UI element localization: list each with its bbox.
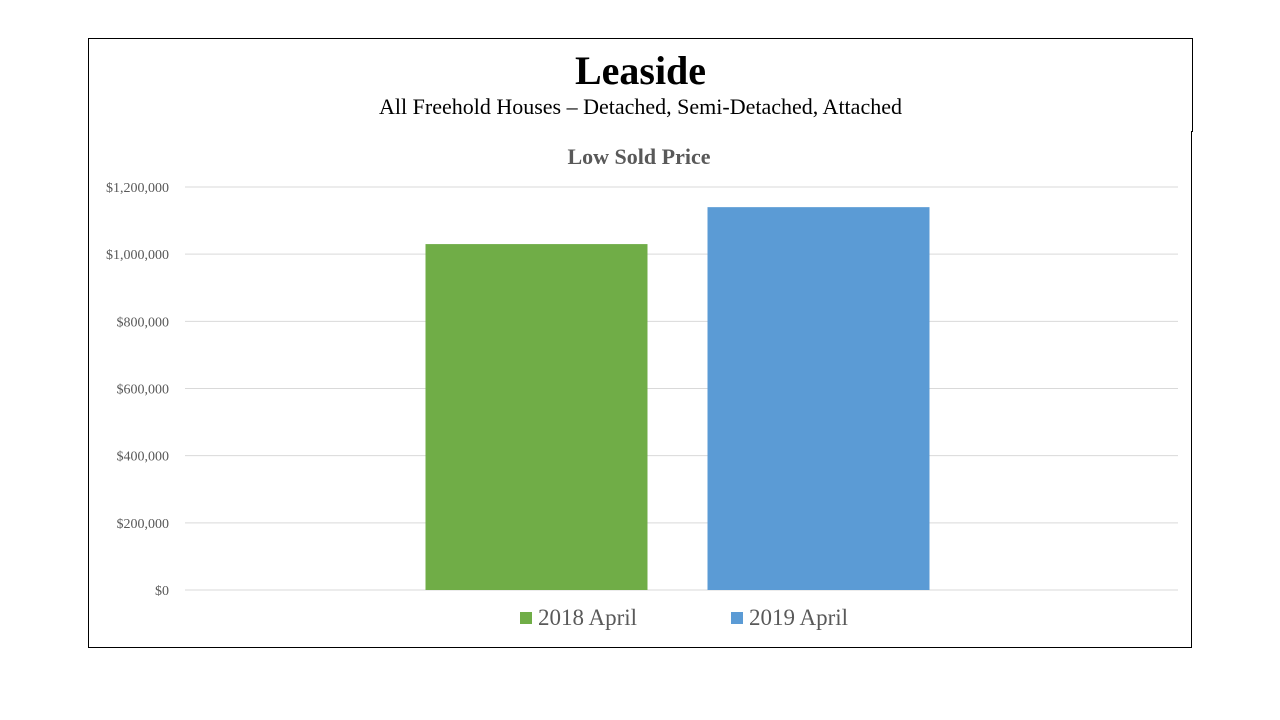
y-axis-tick-labels: $0 $200,000 $400,000 $600,000 $800,000 $1,000… bbox=[106, 181, 169, 599]
chart-title: Low Sold Price bbox=[568, 144, 711, 169]
legend-label-2019-april: 2019 April bbox=[749, 605, 849, 630]
page-subtitle: All Freehold Houses – Detached, Semi-Det… bbox=[379, 94, 902, 119]
gridlines bbox=[185, 186, 1178, 591]
page-title: Leaside bbox=[574, 48, 707, 93]
legend-item-2018-april: 2018 April bbox=[520, 604, 637, 632]
y-tick-label: $200,000 bbox=[117, 517, 170, 532]
y-tick-label: $400,000 bbox=[117, 450, 170, 465]
chart-legend: 2018 April 2019 April bbox=[0, 604, 1280, 632]
y-tick-label: $1,000,000 bbox=[106, 248, 169, 263]
legend-item-2019-april: 2019 April bbox=[731, 604, 848, 632]
bar-2018-april bbox=[425, 244, 648, 590]
y-tick-label: $1,200,000 bbox=[106, 181, 169, 196]
bar-2019-april bbox=[707, 207, 930, 590]
legend-swatch-2019-april bbox=[731, 612, 743, 624]
y-tick-label: $800,000 bbox=[117, 315, 170, 330]
legend-swatch-2018-april bbox=[520, 612, 532, 624]
legend-label-2018-april: 2018 April bbox=[538, 605, 638, 630]
bars bbox=[425, 207, 930, 590]
y-tick-label: $0 bbox=[155, 584, 169, 599]
y-tick-label: $600,000 bbox=[117, 383, 170, 398]
title-box: Leaside All Freehold Houses – Detached, … bbox=[88, 38, 1193, 132]
